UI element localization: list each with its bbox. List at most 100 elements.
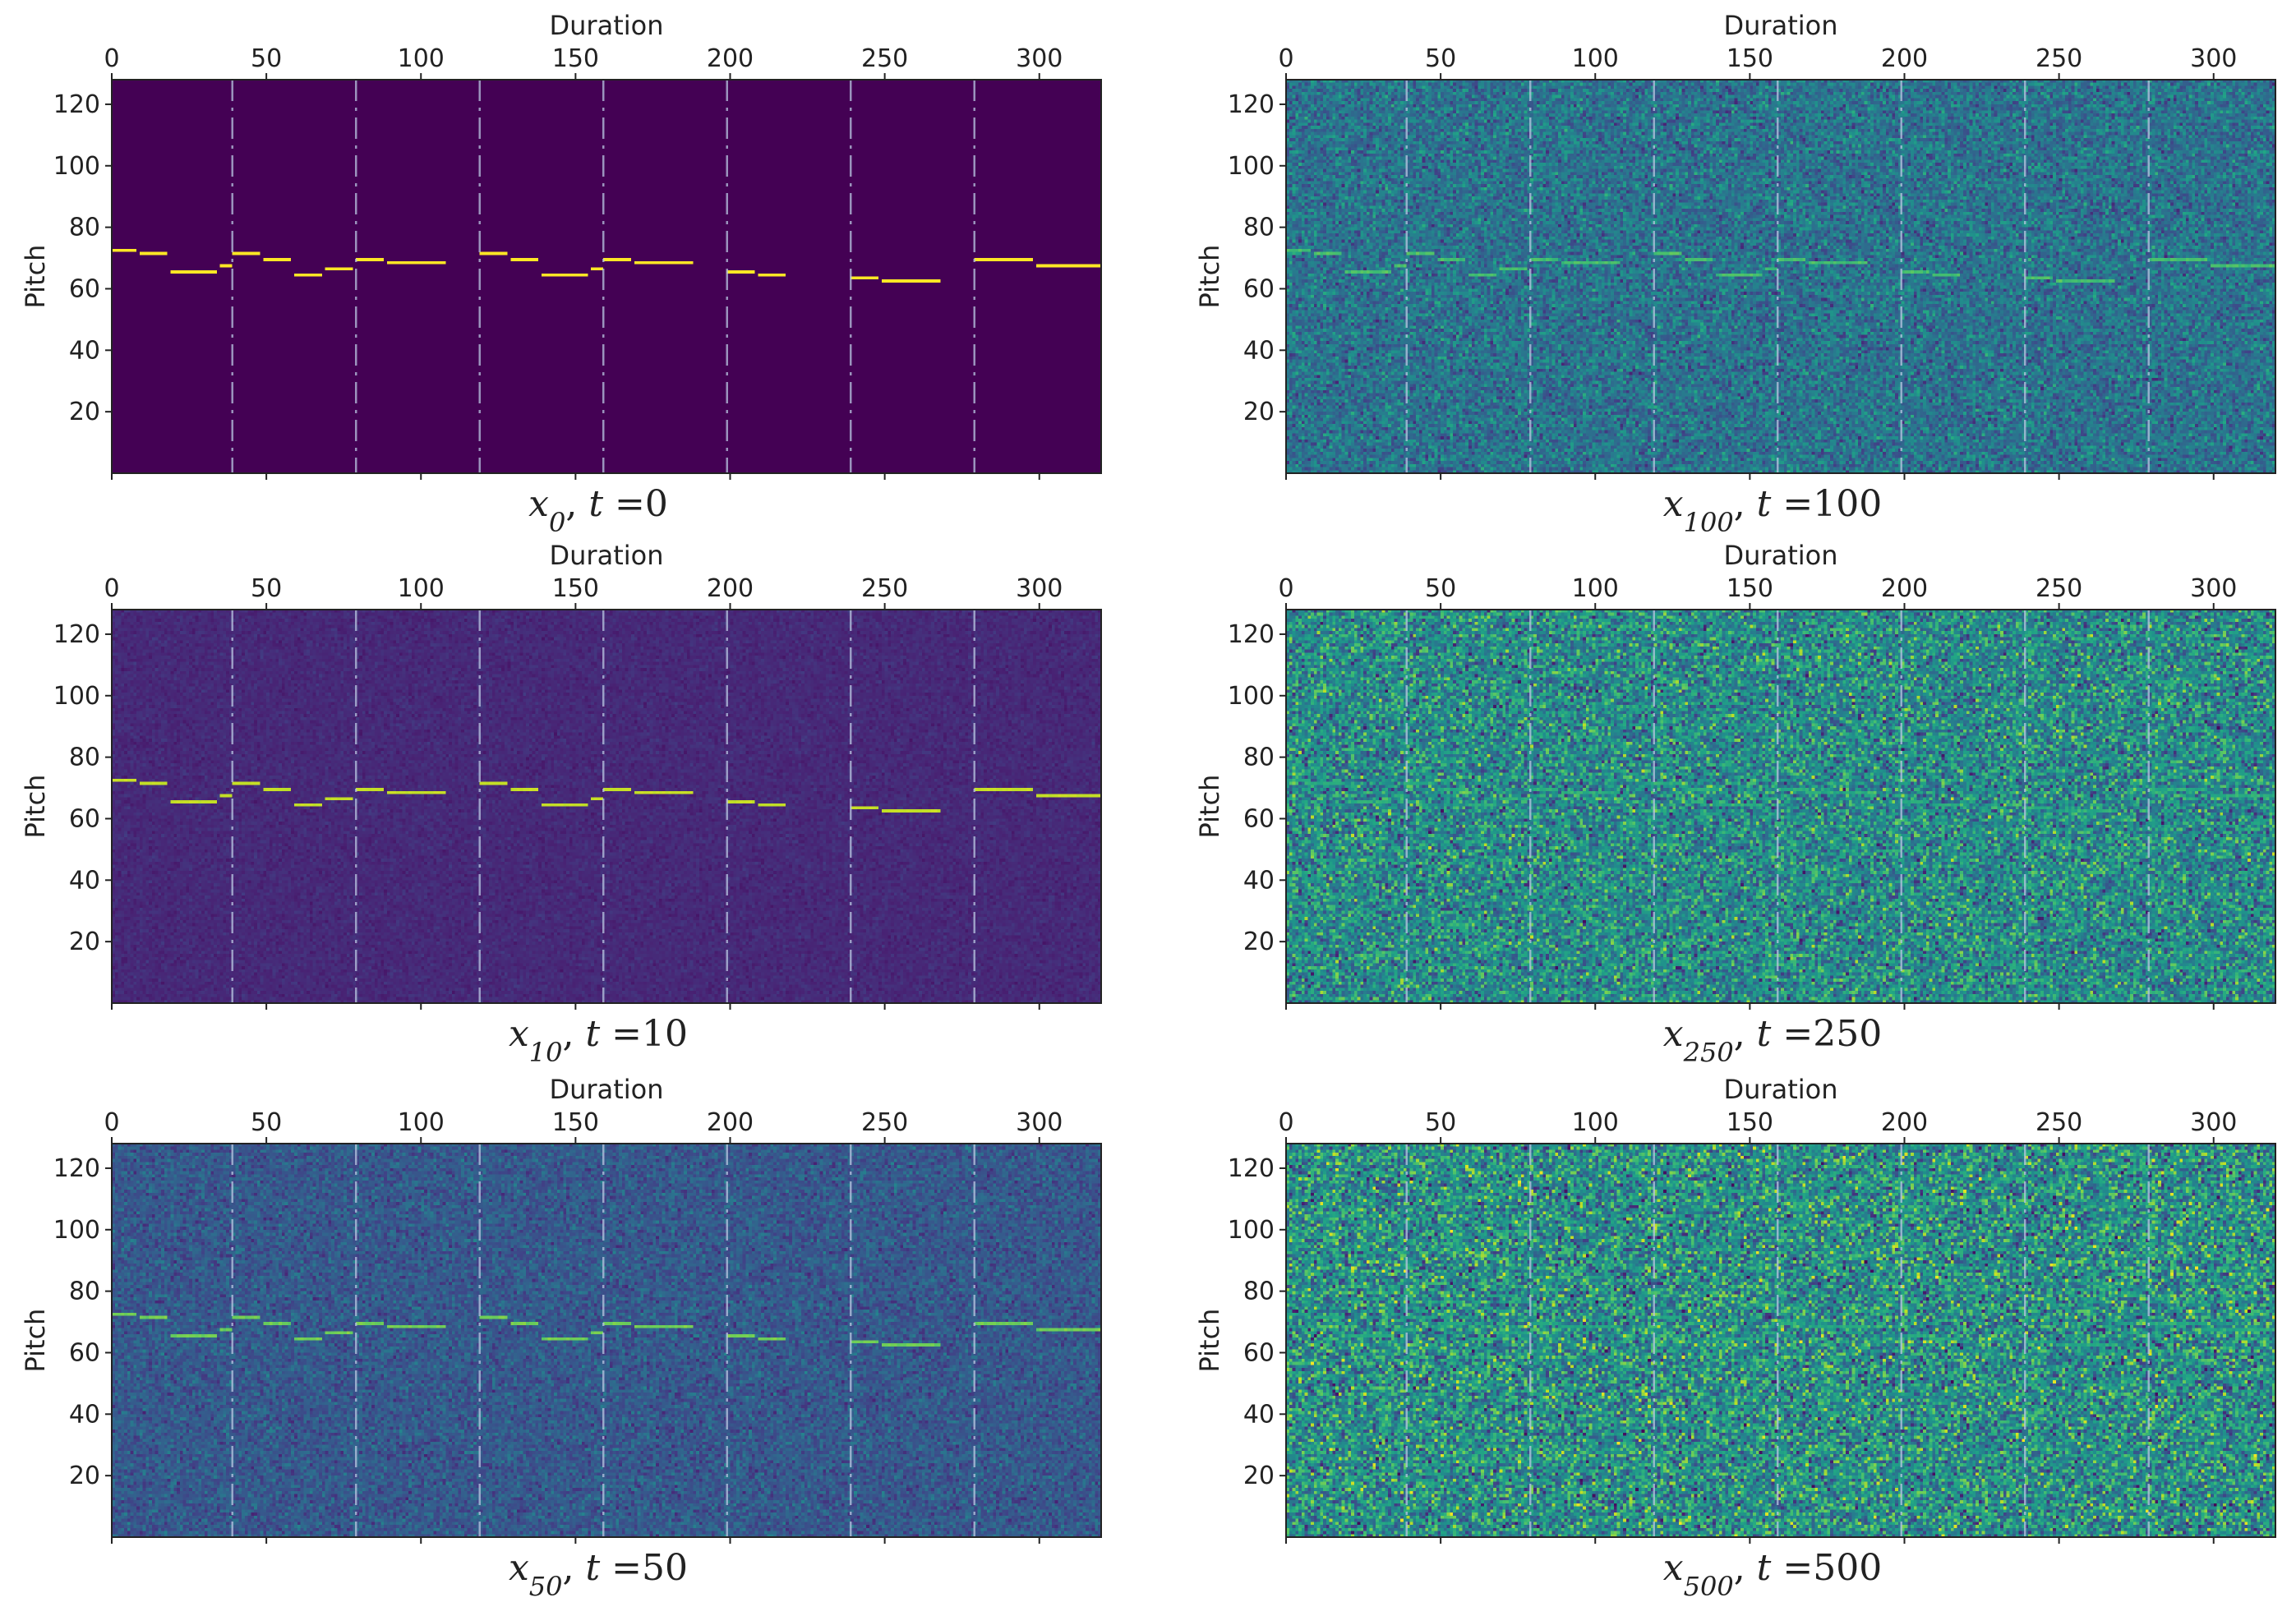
y-tick-label: 20 [1243,1462,1275,1490]
x-tick-label: 300 [2190,1108,2237,1137]
y-tick-label: 80 [1243,744,1275,772]
y-tick-label: 80 [1243,214,1275,242]
x-tick-label: 300 [2190,574,2237,603]
y-tick-label: 40 [1243,1400,1275,1429]
caption-subscript: 250 [1683,1037,1734,1068]
y-tick-label: 120 [53,620,100,649]
y-tick-label: 60 [1243,1338,1275,1367]
heatmap-panel-x500: 0 50 100 150 200 250 300 20 40 60 80 100 120 Duration… [1194,1074,2276,1602]
caption-tvalue: =500 [1771,1547,1882,1589]
x-tick-label: 100 [1572,574,1619,603]
y-tick-label: 60 [1243,804,1275,833]
caption-tvalue: =10 [600,1013,688,1055]
caption-tvalue: =100 [1771,483,1882,525]
x-tick-label: 150 [552,574,599,603]
caption-subscript: 100 [1684,507,1734,538]
y-tick-label: 40 [69,1400,100,1429]
caption-tlabel: t [586,1013,601,1055]
caption-subscript: 50 [529,1571,563,1602]
caption-subscript: 500 [1684,1571,1734,1602]
axes-frame [111,1143,1102,1538]
x-tick-label: 250 [861,574,908,603]
caption-var: x [509,1547,529,1589]
y-tick-label: 100 [53,1216,100,1245]
x-tick-label: 100 [1572,44,1619,73]
y-tick-label: 80 [69,214,100,242]
y-tick-label: 100 [53,682,100,711]
caption-tvalue: =250 [1771,1013,1882,1055]
heatmap-image [1286,610,2275,1003]
axes-frame [1285,1143,2276,1538]
caption-sep: , [565,483,588,525]
x-tick-label: 0 [1278,1108,1293,1137]
axes-frame [1285,79,2276,474]
y-tick-label: 100 [53,152,100,181]
caption-tlabel: t [586,1547,601,1589]
x-tick-label: 150 [1727,44,1773,73]
y-tick-label: 20 [69,398,100,426]
x-axis-title: Duration [1724,10,1838,41]
panel-caption: x500, t =500 [1663,1547,1882,1602]
x-axis-title: Duration [550,10,664,41]
caption-tlabel: t [1757,483,1772,525]
heatmap-panel-x0: 0 50 100 150 200 250 300 20 40 60 80 100 120 Duration… [20,10,1102,538]
x-tick-label: 200 [707,44,754,73]
heatmap-panel-x100: 0 50 100 150 200 250 300 20 40 60 80 100 120 Duration… [1194,10,2276,538]
x-tick-label: 50 [1425,574,1456,603]
x-tick-label: 50 [251,574,282,603]
caption-sep: , [563,1547,586,1589]
caption-var: x [1663,1013,1684,1055]
y-tick-label: 100 [1228,152,1275,181]
heatmap-panel-x250: 0 50 100 150 200 250 300 20 40 60 80 100 120 Duration… [1194,540,2276,1068]
caption-var: x [1663,483,1684,525]
y-axis-title: Pitch [20,775,51,839]
y-tick-label: 40 [69,336,100,365]
caption-tlabel: t [588,483,603,525]
y-tick-label: 20 [1243,928,1275,956]
y-tick-label: 100 [1228,1216,1275,1245]
y-tick-label: 80 [1243,1278,1275,1306]
heatmap-image [1286,80,2275,473]
heatmap-image [112,80,1101,473]
y-tick-label: 60 [69,804,100,833]
x-tick-label: 0 [1278,44,1293,73]
x-tick-label: 200 [1881,1108,1928,1137]
panel-caption: x10, t =10 [509,1013,688,1068]
x-tick-label: 250 [2036,44,2082,73]
x-tick-label: 150 [552,1108,599,1137]
caption-subscript: 10 [529,1037,563,1068]
heatmap-image [112,610,1101,1003]
x-tick-label: 50 [251,1108,282,1137]
x-tick-label: 50 [1425,44,1456,73]
x-tick-label: 200 [1881,44,1928,73]
y-tick-label: 20 [69,1462,100,1490]
y-tick-label: 80 [69,1278,100,1306]
caption-var: x [1663,1547,1684,1589]
x-tick-label: 150 [1727,1108,1773,1137]
y-tick-label: 40 [1243,866,1275,895]
x-tick-label: 200 [707,574,754,603]
panel-caption: x0, t =0 [528,483,668,538]
x-tick-label: 100 [398,574,445,603]
y-tick-label: 40 [1243,336,1275,365]
y-axis-title: Pitch [1194,1309,1225,1373]
x-tick-label: 0 [104,44,119,73]
y-tick-label: 120 [1228,620,1275,649]
x-tick-label: 300 [1016,44,1063,73]
caption-sep: , [1734,1013,1757,1055]
caption-subscript: 0 [549,507,565,538]
caption-tlabel: t [1757,1547,1772,1589]
caption-tvalue: =50 [600,1547,688,1589]
heatmap-panel-x10: 0 50 100 150 200 250 300 20 40 60 80 100 120 Duration… [20,540,1102,1068]
x-tick-label: 200 [707,1108,754,1137]
y-tick-label: 60 [69,274,100,303]
axes-frame [111,609,1102,1004]
y-tick-label: 120 [53,1154,100,1183]
x-axis-title: Duration [550,1074,664,1105]
x-tick-label: 250 [861,1108,908,1137]
caption-sep: , [563,1013,586,1055]
y-axis-title: Pitch [20,1309,51,1373]
panel-caption: x100, t =100 [1663,483,1882,538]
axes-frame [111,79,1102,474]
